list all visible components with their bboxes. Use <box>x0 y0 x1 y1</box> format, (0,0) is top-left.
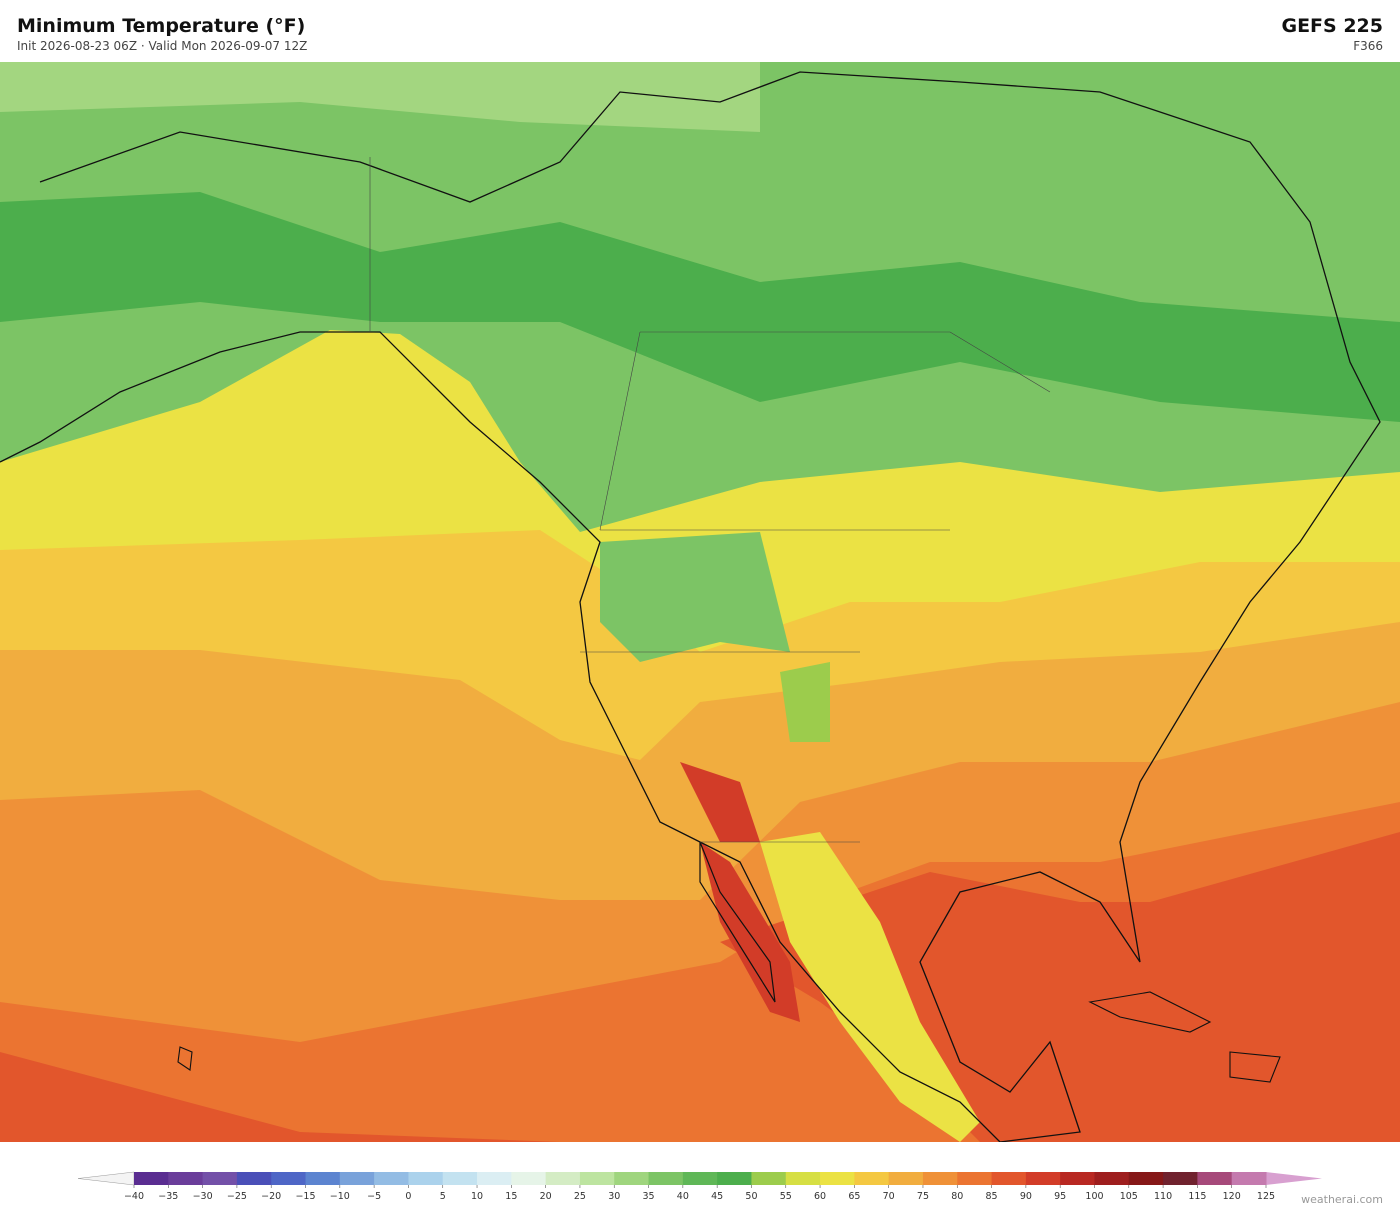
colorbar-swatch <box>236 1172 272 1185</box>
desert-hot <box>680 762 800 1022</box>
colorbar-label: 90 <box>1020 1191 1032 1202</box>
colorbar-label: 110 <box>1154 1191 1172 1202</box>
colorbar-label: 15 <box>505 1191 517 1202</box>
mexico-plateau <box>760 832 980 1142</box>
colorbar-label: 0 <box>405 1191 411 1202</box>
model-label: GEFS 225 <box>1281 15 1383 37</box>
colorbar-swatch <box>1231 1172 1267 1185</box>
colorbar-label: 80 <box>951 1191 963 1202</box>
colorbar-label: 70 <box>883 1191 895 1202</box>
boreal-band <box>0 192 1400 422</box>
colorbar-label: −5 <box>367 1191 381 1202</box>
colorbar-label: 75 <box>917 1191 929 1202</box>
brand: weatherai.com <box>1301 1193 1383 1206</box>
colorbar-label: 85 <box>986 1191 998 1202</box>
colorbar-label: 5 <box>440 1191 446 1202</box>
colorbar-swatch <box>1197 1172 1233 1185</box>
colorbar-label: −20 <box>261 1191 281 1202</box>
colorbar-label: 60 <box>814 1191 826 1202</box>
coastline <box>0 71 1381 1142</box>
colorbar-label: −15 <box>295 1191 315 1202</box>
colorbar-label: 10 <box>471 1191 483 1202</box>
islands <box>177 991 1281 1083</box>
colorbar-label: 35 <box>642 1191 654 1202</box>
colorbar-swatch <box>339 1172 375 1185</box>
colorbar-under <box>77 1171 135 1186</box>
colorbar-label: 45 <box>711 1191 723 1202</box>
colorbar-swatch <box>271 1172 307 1185</box>
colorbar-swatch <box>168 1172 204 1185</box>
forecast-hour: F366 <box>1353 39 1383 53</box>
colorbar-swatch <box>202 1172 238 1185</box>
colorbar-swatch <box>1163 1172 1198 1185</box>
colorbar-label: 100 <box>1085 1191 1103 1202</box>
rockies-cool <box>600 532 790 662</box>
colorbar-label: −10 <box>330 1191 350 1202</box>
colorbar-swatch <box>648 1172 684 1185</box>
colorbar-label: 30 <box>608 1191 620 1202</box>
colorbar-over <box>1266 1172 1322 1185</box>
colorbar-label: 25 <box>574 1191 586 1202</box>
colorbar-swatch <box>854 1172 890 1185</box>
map-title: Minimum Temperature (°F) <box>17 15 306 37</box>
colorbar-label: −25 <box>227 1191 247 1202</box>
colorbar-label: 95 <box>1054 1191 1066 1202</box>
colorbar-swatch <box>579 1172 615 1185</box>
arctic-band <box>0 62 760 132</box>
colorbar-swatch <box>957 1172 993 1185</box>
map-subtitle: Init 2026-08-23 06Z · Valid Mon 2026-09-… <box>17 39 308 53</box>
colorbar-label: 125 <box>1257 1191 1275 1202</box>
colorbar-swatch <box>785 1172 821 1185</box>
colorbar-swatch <box>991 1172 1027 1185</box>
borders <box>369 157 1051 843</box>
colorado-cool <box>780 662 830 742</box>
colorbar-label: 105 <box>1120 1191 1138 1202</box>
colorbar-label: −40 <box>124 1191 144 1202</box>
colorbar-swatch <box>442 1172 478 1185</box>
colorbar-label: 50 <box>745 1191 757 1202</box>
colorbar-swatch <box>1128 1172 1164 1185</box>
colorbar-label: 65 <box>848 1191 860 1202</box>
colorbar-swatch <box>511 1172 547 1185</box>
colorbar-swatch <box>134 1172 169 1185</box>
colorbar-swatch <box>1025 1172 1061 1185</box>
colorbar-label: 40 <box>677 1191 689 1202</box>
colorbar-swatch <box>1094 1172 1130 1185</box>
band-85 <box>0 832 1400 1142</box>
colorbar-swatch <box>682 1172 718 1185</box>
colorbar-swatch <box>545 1172 581 1185</box>
colorbar: −40 −35 −30 −25 −20 −15 −10 −5 0 5 10 15 20 25 30 35 40 4… <box>77 1171 1322 1202</box>
colorbar-label: −35 <box>158 1191 178 1202</box>
baja-coast <box>699 841 776 1003</box>
colorbar-swatch <box>374 1172 409 1185</box>
colorbar-label: 20 <box>540 1191 552 1202</box>
colorbar-swatch <box>305 1172 341 1185</box>
colorbar-swatch <box>717 1172 752 1185</box>
colorbar-swatch <box>408 1172 444 1185</box>
colorbar-label: −30 <box>193 1191 213 1202</box>
colorbar-swatch <box>477 1172 512 1185</box>
colorbar-swatch <box>820 1172 855 1185</box>
colorbar-label: 120 <box>1223 1191 1241 1202</box>
colorbar-swatch <box>614 1172 650 1185</box>
map <box>0 62 1400 1142</box>
colorbar-swatch <box>751 1172 787 1185</box>
colorbar-label: 55 <box>780 1191 792 1202</box>
colorbar-label: 115 <box>1188 1191 1206 1202</box>
colorbar-swatch <box>922 1172 958 1185</box>
colorbar-swatch <box>1060 1172 1095 1185</box>
colorbar-swatch <box>888 1172 924 1185</box>
